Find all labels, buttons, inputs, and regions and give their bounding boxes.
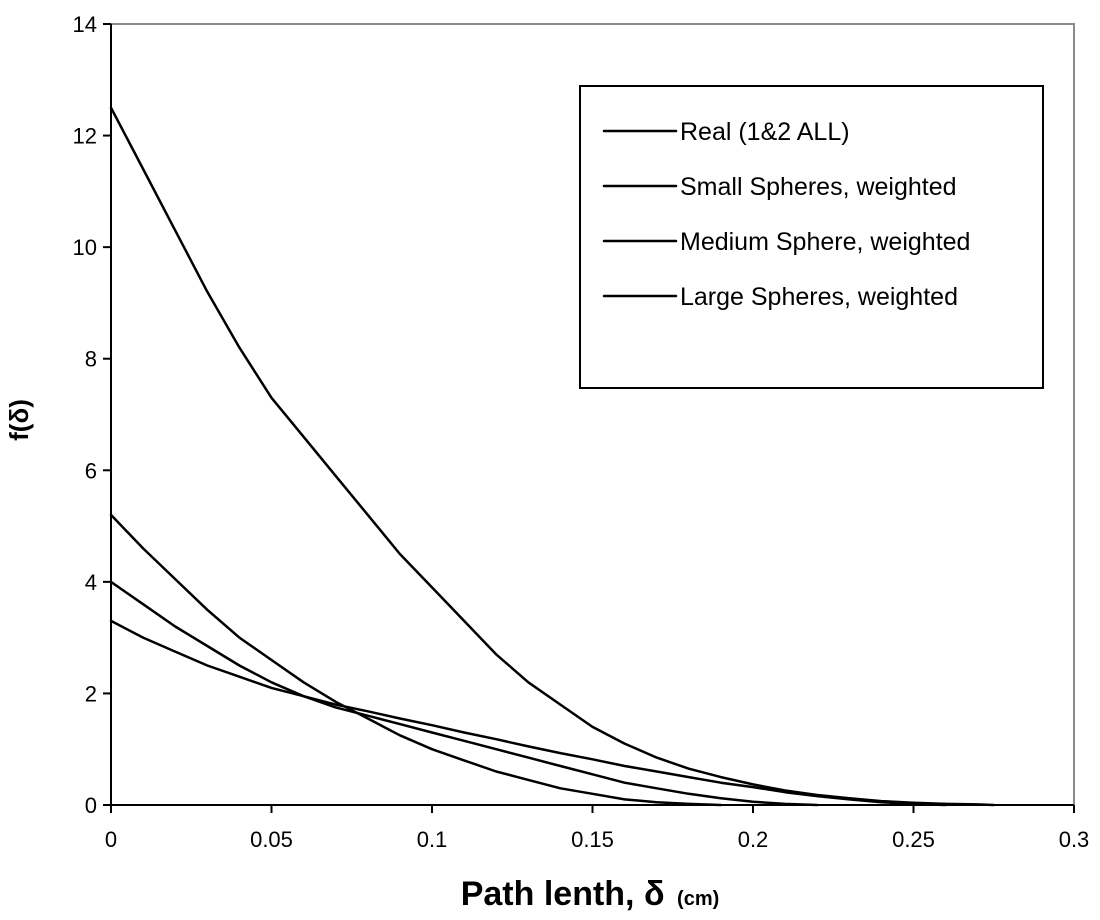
y-tick-label: 10: [73, 235, 97, 260]
y-tick-label: 6: [85, 458, 97, 483]
y-tick-label: 12: [73, 124, 97, 149]
legend: Real (1&2 ALL) Small Spheres, weighted Med…: [579, 85, 1044, 389]
y-tick-label: 0: [85, 793, 97, 818]
y-tick-label: 2: [85, 681, 97, 706]
x-tick-label: 0.2: [738, 827, 769, 852]
x-axis-label-main: Path lenth, δ: [461, 875, 665, 913]
series-line-small-spheres-weighted: [109, 513, 723, 807]
series-lines: [109, 106, 996, 807]
x-tick-label: 0.05: [250, 827, 293, 852]
legend-label: Real (1&2 ALL): [680, 118, 850, 146]
legend-label: Large Spheres, weighted: [680, 283, 958, 311]
x-tick-label: 0.3: [1059, 827, 1090, 852]
y-tick-label: 4: [85, 570, 97, 595]
x-tick-label: 0: [105, 827, 117, 852]
axis-ticks: [103, 23, 1075, 813]
legend-box: [579, 85, 1044, 389]
legend-entries: Real (1&2 ALL) Small Spheres, weighted Med…: [602, 118, 970, 311]
y-axis-label: f(δ): [4, 399, 34, 441]
x-axis-label: Path lenth, δ (cm): [461, 875, 720, 913]
legend-label: Medium Sphere, weighted: [680, 228, 970, 256]
y-tick-label: 8: [85, 347, 97, 372]
y-tick-label: 14: [73, 12, 97, 37]
x-tick-label: 0.15: [571, 827, 614, 852]
legend-label: Small Spheres, weighted: [680, 173, 957, 201]
series-line-large-spheres-weighted: [109, 619, 947, 807]
axis-tick-labels: 0 2 4 6 8 10 12 14 0 0.05 0.1 0.15 0.2 0.25 0.3: [73, 12, 1090, 852]
series-line-medium-sphere-weighted: [109, 580, 819, 807]
x-axis-label-unit: (cm): [677, 888, 719, 910]
x-tick-label: 0.25: [892, 827, 935, 852]
x-tick-label: 0.1: [417, 827, 448, 852]
